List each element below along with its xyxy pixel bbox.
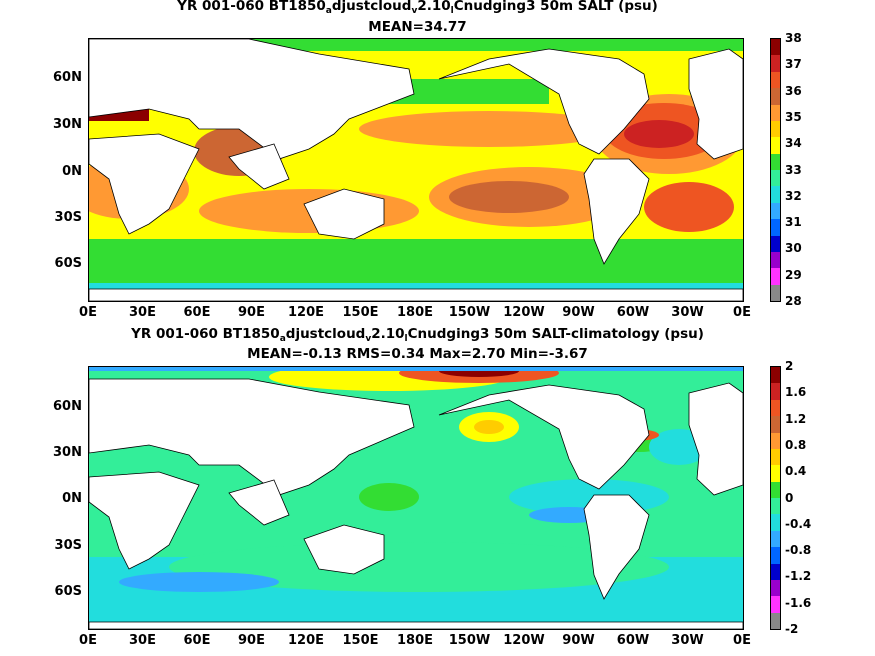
lon-label: 150E	[342, 633, 379, 648]
colorbar-label: 2	[785, 359, 794, 373]
lon-label: 0E	[733, 633, 751, 648]
lat-label: 0N	[62, 491, 82, 506]
colorbar-segment	[771, 465, 780, 482]
salt-map	[88, 38, 744, 302]
colorbar-label: -0.8	[785, 543, 812, 557]
lon-label: 0E	[733, 305, 751, 320]
lon-label: 120E	[287, 305, 325, 320]
lon-label: 90W	[562, 633, 595, 648]
colorbar-segment	[771, 432, 780, 449]
lon-label: 30E	[129, 305, 156, 320]
colorbar-segment	[771, 170, 780, 187]
colorbar-segment	[771, 71, 780, 89]
lon-label: 60E	[183, 305, 211, 320]
lat-label: 60N	[53, 70, 82, 85]
lon-label: 90W	[562, 305, 595, 320]
colorbar-segment	[771, 579, 780, 597]
lon-label: 60E	[183, 633, 211, 648]
lon-label: 120E	[287, 633, 325, 648]
colorbar-segment	[771, 39, 780, 56]
colorbar-segment	[771, 547, 780, 564]
colorbar-label: 0.4	[785, 464, 807, 478]
colorbar-label: 35	[785, 110, 802, 124]
colorbar-segment	[771, 120, 780, 138]
colorbar-segment	[771, 284, 780, 301]
lat-label: 30S	[54, 210, 82, 225]
colorbar-label: 32	[785, 189, 802, 203]
colorbar-label: 29	[785, 268, 802, 282]
colorbar-label: 30	[785, 241, 802, 255]
colorbar-label: 36	[785, 84, 802, 98]
lat-label: 30N	[53, 445, 82, 460]
colorbar-segment	[771, 399, 780, 417]
colorbar-segment	[771, 186, 780, 203]
colorbar-label: 0.8	[785, 438, 807, 452]
colorbar-label: 34	[785, 136, 802, 150]
colorbar-segment	[771, 202, 780, 220]
panel2-stats: MEAN=-0.13 RMS=0.34 Max=2.70 Min=-3.67	[247, 346, 588, 362]
colorbar-label: 31	[785, 215, 802, 229]
colorbar-segment	[771, 563, 780, 580]
colorbar-segment	[771, 383, 780, 400]
lat-label: 60S	[54, 256, 82, 271]
lon-label: 150E	[342, 305, 379, 320]
colorbar-segment	[771, 55, 780, 72]
colorbar-label: -2	[785, 622, 799, 636]
colorbar-segment	[771, 235, 780, 252]
lat-label: 60N	[53, 399, 82, 414]
colorbar-label: 1.2	[785, 412, 807, 426]
colorbar-label: -1.6	[785, 596, 812, 610]
colorbar-label: 1.6	[785, 385, 807, 399]
colorbar-segment	[771, 498, 780, 515]
colorbar-segment	[771, 88, 780, 105]
lon-label: 0E	[79, 305, 97, 320]
panel1-stats: MEAN=34.77	[368, 19, 467, 35]
lon-label: 0E	[79, 633, 97, 648]
panel1-colorbar	[770, 38, 781, 302]
colorbar-segment	[771, 104, 780, 121]
lon-label: 180E	[396, 633, 434, 648]
colorbar-segment	[771, 612, 780, 629]
colorbar-segment	[771, 514, 780, 531]
lon-label: 30W	[671, 633, 704, 648]
colorbar-label: 37	[785, 57, 802, 71]
lon-label: 120W	[503, 633, 545, 648]
colorbar-segment	[771, 448, 780, 466]
lat-label: 60S	[54, 584, 82, 599]
lat-label: 0N	[62, 164, 82, 179]
lon-label: 150W	[448, 305, 491, 320]
colorbar-label: 38	[785, 31, 802, 45]
colorbar-segment	[771, 596, 780, 613]
lon-label: 150W	[448, 633, 491, 648]
colorbar-segment	[771, 137, 780, 154]
colorbar-segment	[771, 268, 780, 285]
lon-label: 30E	[129, 633, 156, 648]
panel2-colorbar	[770, 366, 781, 630]
lat-label: 30S	[54, 538, 82, 553]
lon-label: 30W	[671, 305, 704, 320]
colorbar-label: 33	[785, 163, 802, 177]
panel2-title: YR 001-060 BT1850adjustcloudv2.10lCnudgi…	[131, 326, 704, 344]
colorbar-segment	[771, 481, 780, 498]
salt-anomaly-map	[88, 366, 744, 630]
colorbar-label: -1.2	[785, 569, 812, 583]
lon-label: 90E	[238, 633, 265, 648]
colorbar-segment	[771, 251, 780, 269]
panel1-title: YR 001-060 BT1850adjustcloudv2.10lCnudgi…	[177, 0, 658, 16]
colorbar-segment	[771, 416, 780, 433]
colorbar-label: 0	[785, 491, 794, 505]
lon-label: 60W	[616, 633, 650, 648]
colorbar-segment	[771, 530, 780, 548]
lon-label: 90E	[238, 305, 265, 320]
lon-label: 180E	[396, 305, 434, 320]
lat-label: 30N	[53, 117, 82, 132]
lon-label: 60W	[616, 305, 650, 320]
colorbar-segment	[771, 219, 780, 236]
colorbar-label: 28	[785, 294, 802, 308]
colorbar-segment	[771, 153, 780, 170]
colorbar-segment	[771, 367, 780, 384]
lon-label: 120W	[503, 305, 545, 320]
colorbar-label: -0.4	[785, 517, 812, 531]
